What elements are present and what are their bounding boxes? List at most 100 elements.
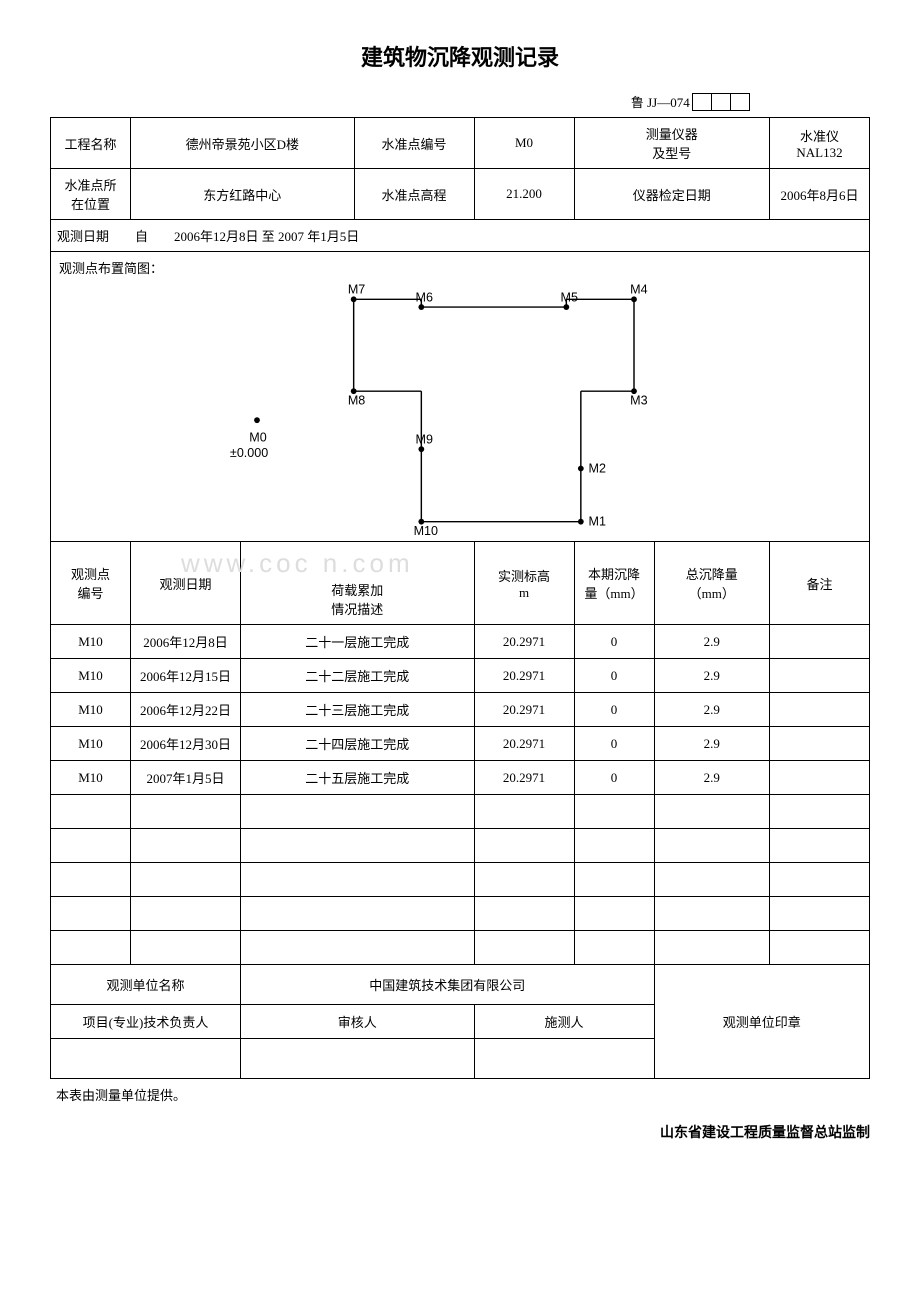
col-remark: 备注 <box>770 542 870 625</box>
cell-measured: 20.2971 <box>474 659 574 693</box>
cell-point: M10 <box>51 693 131 727</box>
page-title: 建筑物沉降观测记录 <box>50 40 870 72</box>
cell-remark <box>770 761 870 795</box>
cell-date: 2006年12月22日 <box>131 693 241 727</box>
table-row-empty <box>51 863 870 897</box>
value-calibration-date: 2006年8月6日 <box>770 169 870 220</box>
svg-text:M4: M4 <box>630 283 647 297</box>
cell-date: 2006年12月15日 <box>131 659 241 693</box>
footer-unit-label: 观测单位名称 <box>51 965 241 1005</box>
table-row-empty <box>51 931 870 965</box>
cell-measured: 20.2971 <box>474 693 574 727</box>
blank-surveyor <box>474 1039 654 1079</box>
cell-this-settle: 0 <box>574 659 654 693</box>
svg-text:M3: M3 <box>630 394 647 408</box>
table-row-empty <box>51 897 870 931</box>
svg-text:M6: M6 <box>416 290 433 304</box>
cell-remark <box>770 625 870 659</box>
footer-surveyor: 施测人 <box>474 1005 654 1039</box>
cell-total-settle: 2.9 <box>654 693 769 727</box>
cell-desc: 二十三层施工完成 <box>241 693 475 727</box>
table-row: M102006年12月8日二十一层施工完成20.297102.9 <box>51 625 870 659</box>
label-benchmark-elev: 水准点高程 <box>354 169 474 220</box>
cell-remark <box>770 659 870 693</box>
cell-desc: 二十一层施工完成 <box>241 625 475 659</box>
column-header-row: 观测点 编号 观测日期 www.coc n.com 荷载累加 情况描述 实测标高… <box>51 542 870 625</box>
cell-measured: 20.2971 <box>474 625 574 659</box>
footer-unit-row: 观测单位名称 中国建筑技术集团有限公司 观测单位印章 <box>51 965 870 1005</box>
cell-remark <box>770 727 870 761</box>
form-code: 鲁 JJ—074 <box>50 92 870 115</box>
value-instrument: 水准仪 NAL132 <box>770 118 870 169</box>
cell-total-settle: 2.9 <box>654 727 769 761</box>
col-obs-date: 观测日期 <box>131 542 241 625</box>
svg-text:M9: M9 <box>416 432 433 446</box>
svg-text:M5: M5 <box>561 290 578 304</box>
value-benchmark-elev: 21.200 <box>474 169 574 220</box>
form-code-label: 鲁 JJ—074 <box>631 95 690 110</box>
col-measured: 实测标高 m <box>474 542 574 625</box>
footer-unit-value: 中国建筑技术集团有限公司 <box>241 965 655 1005</box>
blank-reviewer <box>241 1039 475 1079</box>
cell-desc: 二十五层施工完成 <box>241 761 475 795</box>
table-row: M102006年12月22日二十三层施工完成20.297102.9 <box>51 693 870 727</box>
col-load-desc: www.coc n.com 荷载累加 情况描述 <box>241 542 475 625</box>
label-instrument: 测量仪器 及型号 <box>574 118 769 169</box>
obs-date-row: 观测日期 自 2006年12月8日 至 2007 年1月5日 <box>51 220 870 252</box>
cell-remark <box>770 693 870 727</box>
cell-total-settle: 2.9 <box>654 761 769 795</box>
cell-total-settle: 2.9 <box>654 659 769 693</box>
label-project-name: 工程名称 <box>51 118 131 169</box>
cell-point: M10 <box>51 625 131 659</box>
table-row: M102006年12月30日二十四层施工完成20.297102.9 <box>51 727 870 761</box>
diagram-row: 观测点布置简图： M7 M6 M5 M4 M8 M3 M9 M2 M10 M1 M0 ±0.000 <box>51 252 870 542</box>
header-row-2: 水准点所 在位置 东方红路中心 水准点高程 21.200 仪器检定日期 2006… <box>51 169 870 220</box>
cell-this-settle: 0 <box>574 727 654 761</box>
value-project-name: 德州帝景苑小区D楼 <box>131 118 355 169</box>
table-row: M102006年12月15日二十二层施工完成20.297102.9 <box>51 659 870 693</box>
label-benchmark-no: 水准点编号 <box>354 118 474 169</box>
footer-right: 山东省建设工程质量监督总站监制 <box>50 1122 870 1142</box>
diagram-cell: 观测点布置简图： M7 M6 M5 M4 M8 M3 M9 M2 M10 M1 M0 ±0.000 <box>51 252 870 542</box>
form-code-boxes <box>693 93 750 115</box>
table-row: M102007年1月5日二十五层施工完成20.297102.9 <box>51 761 870 795</box>
col-this-settle: 本期沉降 量（mm） <box>574 542 654 625</box>
svg-text:±0.000: ±0.000 <box>230 446 268 460</box>
cell-date: 2006年12月8日 <box>131 625 241 659</box>
footer-reviewer: 审核人 <box>241 1005 475 1039</box>
diagram-svg-wrap: M7 M6 M5 M4 M8 M3 M9 M2 M10 M1 M0 ±0.000 <box>51 280 869 541</box>
cell-date: 2007年1月5日 <box>131 761 241 795</box>
table-row-empty <box>51 829 870 863</box>
blank-tech-lead <box>51 1039 241 1079</box>
obs-date-text: 观测日期 自 2006年12月8日 至 2007 年1月5日 <box>51 220 870 252</box>
svg-text:M0: M0 <box>249 430 266 444</box>
diagram-label: 观测点布置简图： <box>59 261 163 276</box>
svg-text:M10: M10 <box>414 524 438 538</box>
cell-point: M10 <box>51 727 131 761</box>
label-benchmark-loc: 水准点所 在位置 <box>51 169 131 220</box>
footer-note: 本表由测量单位提供。 <box>56 1085 870 1104</box>
header-row-1: 工程名称 德州帝景苑小区D楼 水准点编号 M0 测量仪器 及型号 水准仪 NAL… <box>51 118 870 169</box>
col-point-no: 观测点 编号 <box>51 542 131 625</box>
svg-text:M2: M2 <box>589 461 606 475</box>
cell-date: 2006年12月30日 <box>131 727 241 761</box>
table-row-empty <box>51 795 870 829</box>
value-benchmark-no: M0 <box>474 118 574 169</box>
svg-text:M7: M7 <box>348 283 365 297</box>
svg-text:M8: M8 <box>348 394 365 408</box>
cell-desc: 二十二层施工完成 <box>241 659 475 693</box>
cell-point: M10 <box>51 761 131 795</box>
main-table: 工程名称 德州帝景苑小区D楼 水准点编号 M0 测量仪器 及型号 水准仪 NAL… <box>50 117 870 1079</box>
cell-measured: 20.2971 <box>474 761 574 795</box>
diagram-svg: M7 M6 M5 M4 M8 M3 M9 M2 M10 M1 M0 ±0.000 <box>51 280 869 541</box>
label-calibration-date: 仪器检定日期 <box>574 169 769 220</box>
footer-tech-lead: 项目(专业)技术负责人 <box>51 1005 241 1039</box>
value-benchmark-loc: 东方红路中心 <box>131 169 355 220</box>
footer-stamp: 观测单位印章 <box>654 965 869 1079</box>
cell-this-settle: 0 <box>574 625 654 659</box>
cell-total-settle: 2.9 <box>654 625 769 659</box>
cell-this-settle: 0 <box>574 761 654 795</box>
cell-point: M10 <box>51 659 131 693</box>
svg-text:M1: M1 <box>589 515 606 529</box>
col-total-settle: 总沉降量 （mm） <box>654 542 769 625</box>
